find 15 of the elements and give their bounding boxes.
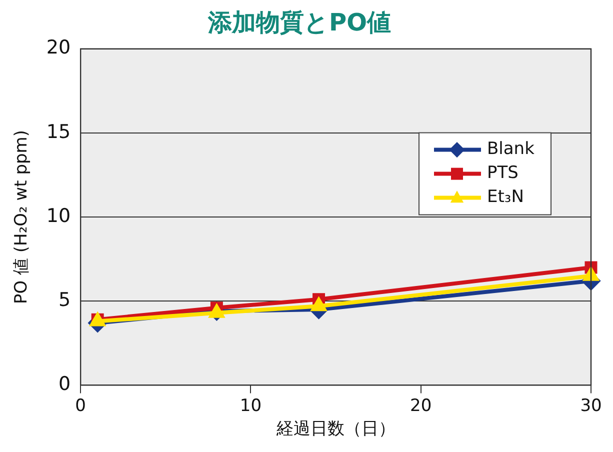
y-tick-label: 5 [58, 289, 71, 312]
y-tick-label: 0 [58, 373, 71, 396]
y-tick-label: 10 [46, 204, 71, 227]
legend-label: Blank [487, 139, 535, 160]
x-tick-label: 20 [410, 396, 432, 416]
x-tick-label: 30 [580, 396, 602, 416]
legend-label: Et₃N [487, 187, 524, 208]
y-tick-label: 15 [46, 120, 71, 143]
legend-label: PTS [487, 163, 518, 184]
y-tick-label: 20 [46, 36, 71, 59]
x-tick-label: 0 [75, 396, 86, 416]
x-axis-title: 経過日数（日） [275, 419, 396, 440]
chart-title: 添加物質とPO値 [207, 8, 391, 37]
x-tick-label: 10 [240, 396, 262, 416]
y-axis-title: PO 値 (H₂O₂ wt ppm) [12, 130, 32, 304]
